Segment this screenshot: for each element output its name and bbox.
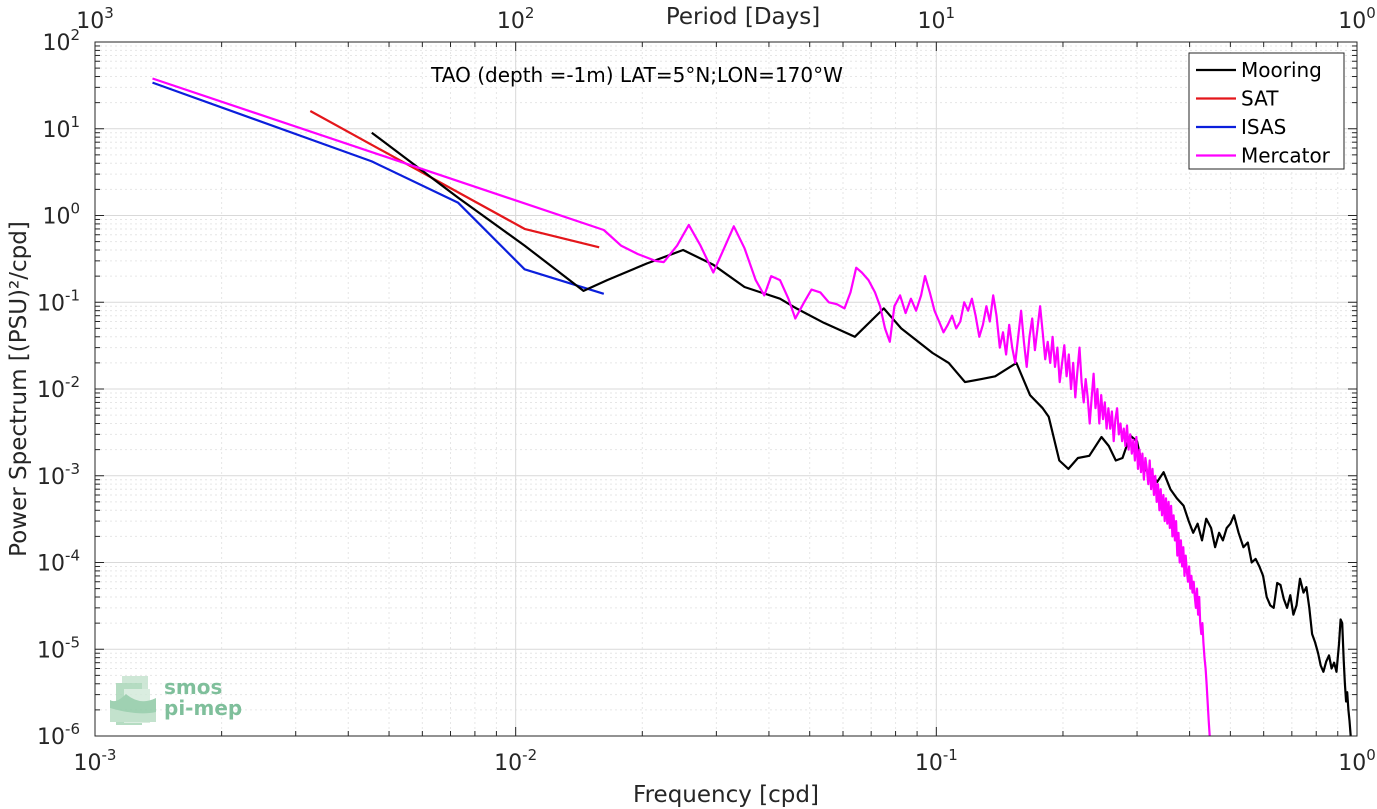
top-tick-label: 102 (497, 4, 535, 34)
x-tick-label: 10-3 (74, 746, 117, 776)
top-tick-label: 100 (1338, 4, 1376, 34)
series-layer (152, 77, 1352, 737)
legend-label-mercator: Mercator (1241, 144, 1331, 168)
top-x-axis-title: Period [Days] (666, 4, 820, 30)
y-tick-label: 101 (42, 113, 80, 143)
y-axis-title: Power Spectrum [(PSU)²/cpd] (6, 221, 32, 557)
smos-pi-mep-logo: smos pi-mep (110, 675, 242, 725)
y-tick-label: 10-6 (37, 720, 80, 750)
series-line-isas (152, 81, 605, 295)
series-line-mooring (371, 131, 1352, 737)
logo-text-pi-mep: pi-mep (164, 696, 242, 720)
legend-box (1188, 52, 1345, 170)
x-tick-label: 10-1 (915, 746, 958, 776)
y-tick-label: 10-2 (37, 373, 80, 403)
legend-label-sat: SAT (1241, 87, 1279, 111)
x-tick-label: 100 (1338, 746, 1376, 776)
y-tick-label: 10-1 (37, 286, 80, 316)
y-tick-label: 102 (42, 26, 80, 56)
legend: Mooring SAT ISAS Mercator (1188, 52, 1345, 170)
top-tick-label: 101 (918, 4, 956, 34)
series-line-mercator (152, 77, 1211, 737)
chart-title: TAO (depth =-1m) LAT=5°N;LON=170°W (430, 63, 843, 87)
legend-label-isas: ISAS (1241, 115, 1286, 139)
axis-ticks (94, 41, 1358, 737)
x-axis-title: Frequency [cpd] (633, 782, 819, 808)
logo-text-smos: smos (164, 675, 222, 699)
legend-label-mooring: Mooring (1241, 58, 1322, 82)
y-tick-label: 10-5 (37, 633, 80, 663)
series-line-sat (309, 110, 600, 249)
y-tick-label: 10-4 (37, 547, 80, 577)
y-tick-label: 100 (42, 200, 80, 230)
top-tick-label: 103 (76, 4, 114, 34)
logo-mark (110, 676, 156, 725)
y-tick-label: 10-3 (37, 460, 80, 490)
x-tick-label: 10-2 (494, 746, 537, 776)
